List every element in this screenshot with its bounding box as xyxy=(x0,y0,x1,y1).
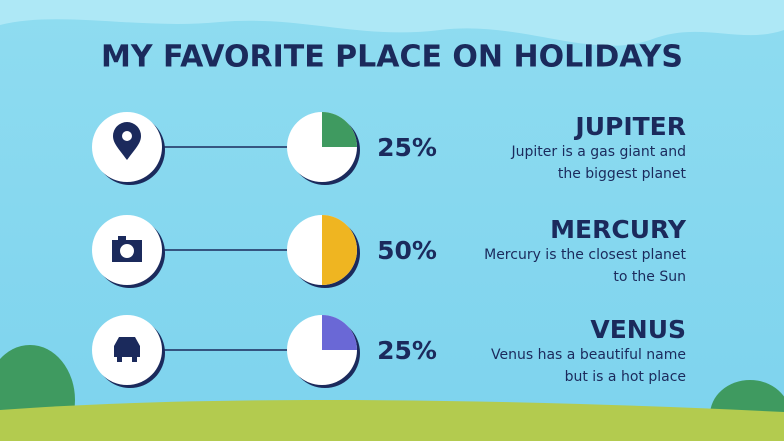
percent-label: 50% xyxy=(377,236,437,265)
icon xyxy=(114,337,140,362)
rows: 25% JUPITER Jupiter is a gas giant and the … xyxy=(92,112,687,388)
title: MY FAVORITE PLACE ON HOLIDAYS xyxy=(101,40,683,75)
item-description: Mercury is the closest planet xyxy=(484,247,686,263)
icon xyxy=(112,236,142,262)
item-description: the biggest planet xyxy=(558,166,687,182)
item-name: VENUS xyxy=(590,315,686,344)
cloud xyxy=(0,0,784,46)
percent-label: 25% xyxy=(377,133,437,162)
item-description: but is a hot place xyxy=(565,369,686,385)
item-description: to the Sun xyxy=(613,269,686,285)
item-name: JUPITER xyxy=(573,112,686,141)
icon-circle xyxy=(92,215,162,285)
pie-slice xyxy=(322,315,357,350)
pie-slice xyxy=(322,112,357,147)
item-description: Jupiter is a gas giant and xyxy=(511,144,686,160)
icon xyxy=(113,122,141,160)
ground xyxy=(0,400,784,441)
item-name: MERCURY xyxy=(550,215,687,244)
item-description: Venus has a beautiful name xyxy=(491,347,686,363)
percent-label: 25% xyxy=(377,336,437,365)
pie-slice xyxy=(322,215,357,285)
